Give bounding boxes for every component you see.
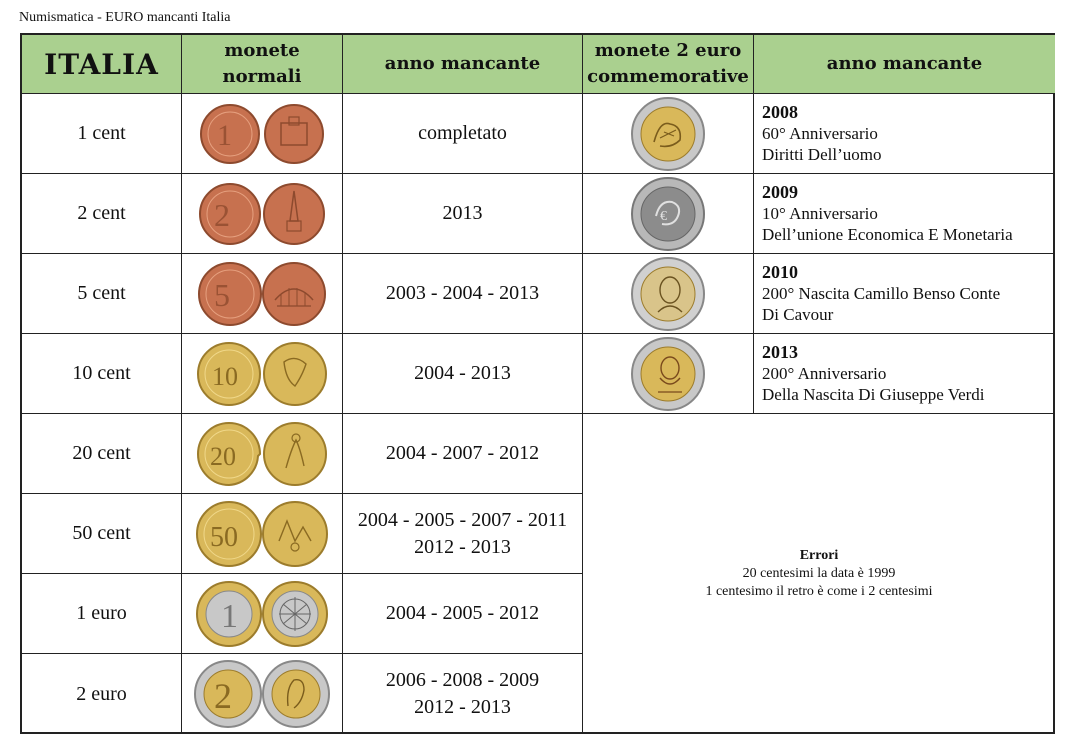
denomination-cell: 2 cent (22, 174, 182, 254)
header-normal-line2: normali (222, 66, 302, 87)
commemorative-2008-coin-image (631, 96, 705, 171)
commemorative-coin-cell: € (583, 174, 754, 254)
header-normal-line1: monete (224, 40, 300, 61)
svg-text:2: 2 (214, 676, 232, 716)
missing-years-cell: 2003 - 2004 - 2013 (343, 254, 583, 334)
commemorative-line2: Diritti Dell’uomo (762, 145, 882, 164)
svg-text:10: 10 (212, 362, 238, 391)
header-country: ITALIA (22, 35, 182, 94)
commemorative-year: 2009 (762, 182, 798, 202)
denomination-cell: 50 cent (22, 494, 182, 574)
commemorative-2010-coin-image (631, 256, 705, 331)
commemorative-line1: 200° Anniversario (762, 364, 887, 383)
missing-years-cell: 2004 - 2013 (343, 334, 583, 414)
svg-text:€: € (660, 209, 667, 224)
missing-euro-table: ITALIA monete normali anno mancante mone… (20, 33, 1055, 734)
header-missing-year: anno mancante (343, 35, 583, 94)
commemorative-line2: Di Cavour (762, 305, 834, 324)
coin-5-cent-image: 5 (198, 261, 326, 326)
denomination-cell: 5 cent (22, 254, 182, 334)
commemorative-line2: Dell’unione Economica E Monetaria (762, 225, 1013, 244)
coin-1-cent-image: 1 (200, 103, 324, 164)
coin-10-cent-image: 10 (197, 341, 327, 406)
errors-note-cell: Errori 20 centesimi la data è 1999 1 cen… (583, 414, 1055, 734)
denomination-cell: 2 euro (22, 654, 182, 734)
svg-text:50: 50 (210, 522, 238, 553)
commemorative-text-cell: 2008 60° Anniversario Diritti Dell’uomo (754, 94, 1055, 174)
commemorative-line1: 200° Nascita Camillo Benso Conte (762, 284, 1001, 303)
coin-50-cent-image: 50 (196, 500, 328, 567)
coin-2-euro-image: 2 (194, 660, 330, 728)
coin-20-cent-image: 20 (196, 421, 327, 486)
header-normal-coins: monete normali (182, 35, 343, 94)
coin-images-cell: 2 (182, 174, 343, 254)
denomination-cell: 1 cent (22, 94, 182, 174)
svg-text:20: 20 (210, 442, 236, 471)
commemorative-year: 2010 (762, 262, 798, 282)
coin-images-cell: 10 (182, 334, 343, 414)
denomination-cell: 20 cent (22, 414, 182, 494)
denomination-cell: 10 cent (22, 334, 182, 414)
svg-text:5: 5 (214, 277, 230, 313)
coin-2-cent-image: 2 (199, 182, 325, 245)
coin-images-cell: 1 (182, 574, 343, 654)
svg-text:1: 1 (217, 119, 232, 152)
commemorative-text-cell: 2013 200° Anniversario Della Nascita Di … (754, 334, 1055, 414)
svg-text:2: 2 (214, 197, 230, 233)
missing-years-line2: 2012 - 2013 (414, 696, 511, 718)
commemorative-2009-coin-image: € (631, 176, 705, 251)
commemorative-line2: Della Nascita Di Giuseppe Verdi (762, 385, 985, 404)
commemorative-year: 2013 (762, 342, 798, 362)
coin-images-cell: 5 (182, 254, 343, 334)
missing-years-cell: 2004 - 2005 - 2012 (343, 574, 583, 654)
missing-years-cell: 2013 (343, 174, 583, 254)
commemorative-year: 2008 (762, 102, 798, 122)
svg-text:1: 1 (221, 598, 238, 635)
commemorative-coin-cell (583, 254, 754, 334)
commemorative-coin-cell (583, 94, 754, 174)
header-comm-missing-year: anno mancante (754, 35, 1055, 94)
header-commemorative-coins: monete 2 euro commemorative (583, 35, 754, 94)
missing-years-cell: completato (343, 94, 583, 174)
coin-images-cell: 50 (182, 494, 343, 574)
errors-line1: 20 centesimi la data è 1999 (742, 566, 896, 581)
coin-1-euro-image: 1 (196, 580, 328, 647)
commemorative-coin-cell (583, 334, 754, 414)
commemorative-line1: 10° Anniversario (762, 204, 878, 223)
document-title: Numismatica - EURO mancanti Italia (19, 10, 231, 25)
missing-years-line1: 2006 - 2008 - 2009 (385, 669, 540, 691)
commemorative-text-cell: 2009 10° Anniversario Dell’unione Econom… (754, 174, 1055, 254)
denomination-cell: 1 euro (22, 574, 182, 654)
errors-title: Errori (799, 548, 839, 563)
coin-images-cell: 2 (182, 654, 343, 734)
commemorative-text-cell: 2010 200° Nascita Camillo Benso Conte Di… (754, 254, 1055, 334)
missing-years-line1: 2004 - 2005 - 2007 - 2011 (357, 508, 568, 531)
missing-years-cell: 2004 - 2005 - 2007 - 2011 2012 - 2013 (343, 494, 583, 574)
commemorative-line1: 60° Anniversario (762, 124, 878, 143)
errors-line2: 1 centesimo il retro è come i 2 centesim… (705, 584, 933, 599)
missing-years-cell: 2004 - 2007 - 2012 (343, 414, 583, 494)
coin-images-cell: 1 (182, 94, 343, 174)
header-comm-line2: commemorative (587, 66, 749, 87)
missing-years-cell: 2006 - 2008 - 2009 2012 - 2013 (343, 654, 583, 734)
header-comm-line1: monete 2 euro (594, 40, 742, 61)
commemorative-2013-coin-image (631, 336, 705, 411)
missing-years-line2: 2012 - 2013 (414, 535, 511, 558)
coin-images-cell: 20 (182, 414, 343, 494)
